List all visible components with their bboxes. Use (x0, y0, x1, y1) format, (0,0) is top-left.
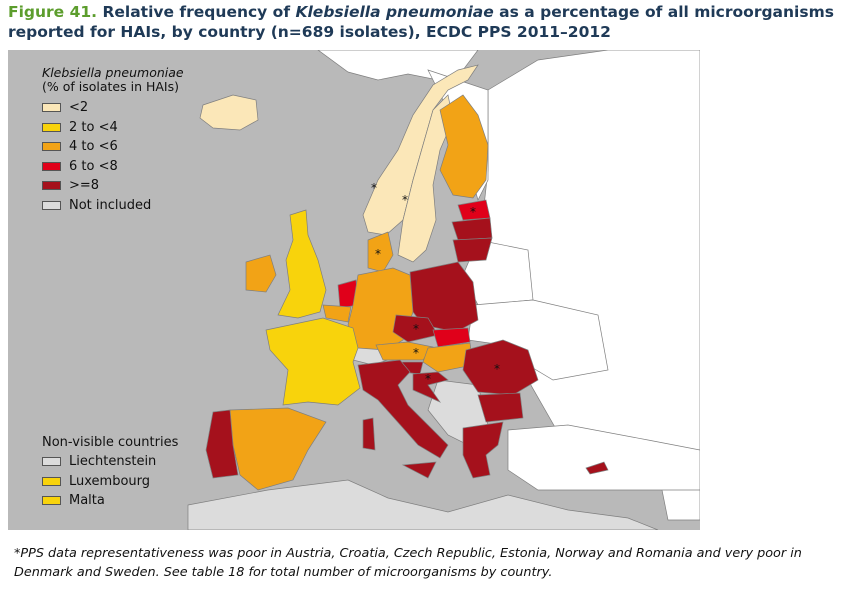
non-visible-swatch (42, 476, 61, 486)
legend-item: 4 to <6 (42, 137, 184, 157)
non-visible-label: Liechtenstein (69, 454, 157, 470)
finland-shape (439, 94, 489, 199)
turkey-land (507, 424, 700, 491)
france-shape (265, 317, 361, 406)
asterisk-czech-republic: * (413, 322, 419, 336)
asterisk-croatia: * (425, 372, 431, 386)
united-kingdom-shape (277, 209, 327, 319)
legend-item: Not included (42, 196, 184, 216)
belgium-shape (322, 304, 352, 323)
cyprus-shape (585, 461, 609, 475)
sweden-shape (397, 94, 454, 263)
legend-item: 6 to <8 (42, 157, 184, 177)
ukraine-land (467, 299, 609, 381)
legend-label: <2 (69, 100, 89, 116)
bulgaria-shape (477, 392, 524, 423)
asterisk-denmark: * (375, 247, 381, 261)
legend-swatch (42, 142, 61, 152)
legend-subtitle: (% of isolates in HAIs) (42, 79, 179, 94)
country-shapes (199, 64, 609, 491)
non-visible-item: Liechtenstein (42, 452, 178, 472)
non-visible-label: Malta (69, 493, 105, 509)
iceland-shape (199, 94, 259, 131)
legend-label: Not included (69, 197, 152, 213)
map-canvas: * * * * * * * * (187, 50, 700, 530)
hungary-shape (422, 342, 474, 373)
portugal-shape (205, 409, 239, 479)
legend-swatch (42, 200, 61, 210)
non-visible-swatch (42, 496, 61, 506)
asterisk-sweden: * (402, 193, 408, 207)
croatia-shape (412, 371, 449, 403)
greece-shape (462, 421, 504, 479)
legend-items: <2 2 to <4 4 to <6 6 to <8 >=8 Not included (42, 98, 184, 215)
legend-item: >=8 (42, 176, 184, 196)
ireland-shape (245, 254, 277, 293)
non-visible-legend: Non-visible countries Liechtenstein Luxem… (42, 435, 178, 511)
non-visible-items: Liechtenstein Luxembourg Malta (42, 452, 178, 511)
asterisk-estonia: * (470, 205, 476, 219)
legend-item: <2 (42, 98, 184, 118)
asterisk-austria: * (413, 346, 419, 360)
italy-shape (357, 359, 449, 459)
norway-shape (362, 64, 479, 236)
denmark-shape (367, 231, 394, 273)
legend-swatch (42, 122, 61, 132)
legend-label: >=8 (69, 178, 100, 194)
poland-shape (409, 261, 479, 333)
sardinia-shape (362, 417, 376, 451)
footnote: *PPS data representativeness was poor in… (14, 546, 802, 580)
slovakia-shape (432, 327, 471, 348)
north-africa-land (187, 479, 659, 530)
legend-label: 4 to <6 (69, 139, 118, 155)
non-visible-label: Luxembourg (69, 473, 151, 489)
legend-item: 2 to <4 (42, 118, 184, 138)
non-visible-title: Non-visible countries (42, 435, 179, 450)
legend-label: 6 to <8 (69, 158, 118, 174)
greenland-land (317, 50, 479, 81)
poor-representativeness-markers: * * * * * * * * (371, 181, 500, 386)
legend-swatch (42, 161, 61, 171)
europe-map: * * * * * * * * Klebsiella pneumoniae (%… (8, 50, 700, 530)
legend-swatch (42, 103, 61, 113)
romania-shape (462, 339, 539, 396)
latvia-shape (451, 217, 493, 241)
spain-shape (229, 407, 327, 491)
sicily-shape (401, 461, 437, 479)
legend: Klebsiella pneumoniae (% of isolates in … (42, 66, 184, 215)
czech-republic-shape (392, 314, 439, 343)
figure-number: Figure 41. (8, 3, 98, 21)
asterisk-romania: * (494, 362, 500, 376)
asterisk-norway: * (371, 181, 377, 195)
title-text-before: Relative frequency of (102, 3, 291, 21)
lithuania-shape (452, 237, 493, 263)
figure-title: Figure 41. Relative frequency of Klebsie… (8, 2, 844, 42)
legend-title: Klebsiella pneumoniae (42, 65, 184, 80)
non-visible-item: Luxembourg (42, 472, 178, 492)
non-visible-item: Malta (42, 491, 178, 511)
non-visible-swatch (42, 457, 61, 467)
title-organism: Klebsiella pneumoniae (295, 3, 494, 21)
legend-label: 2 to <4 (69, 119, 118, 135)
title-text-after: as a percentage of all microorganisms re… (8, 3, 834, 41)
legend-swatch (42, 181, 61, 191)
